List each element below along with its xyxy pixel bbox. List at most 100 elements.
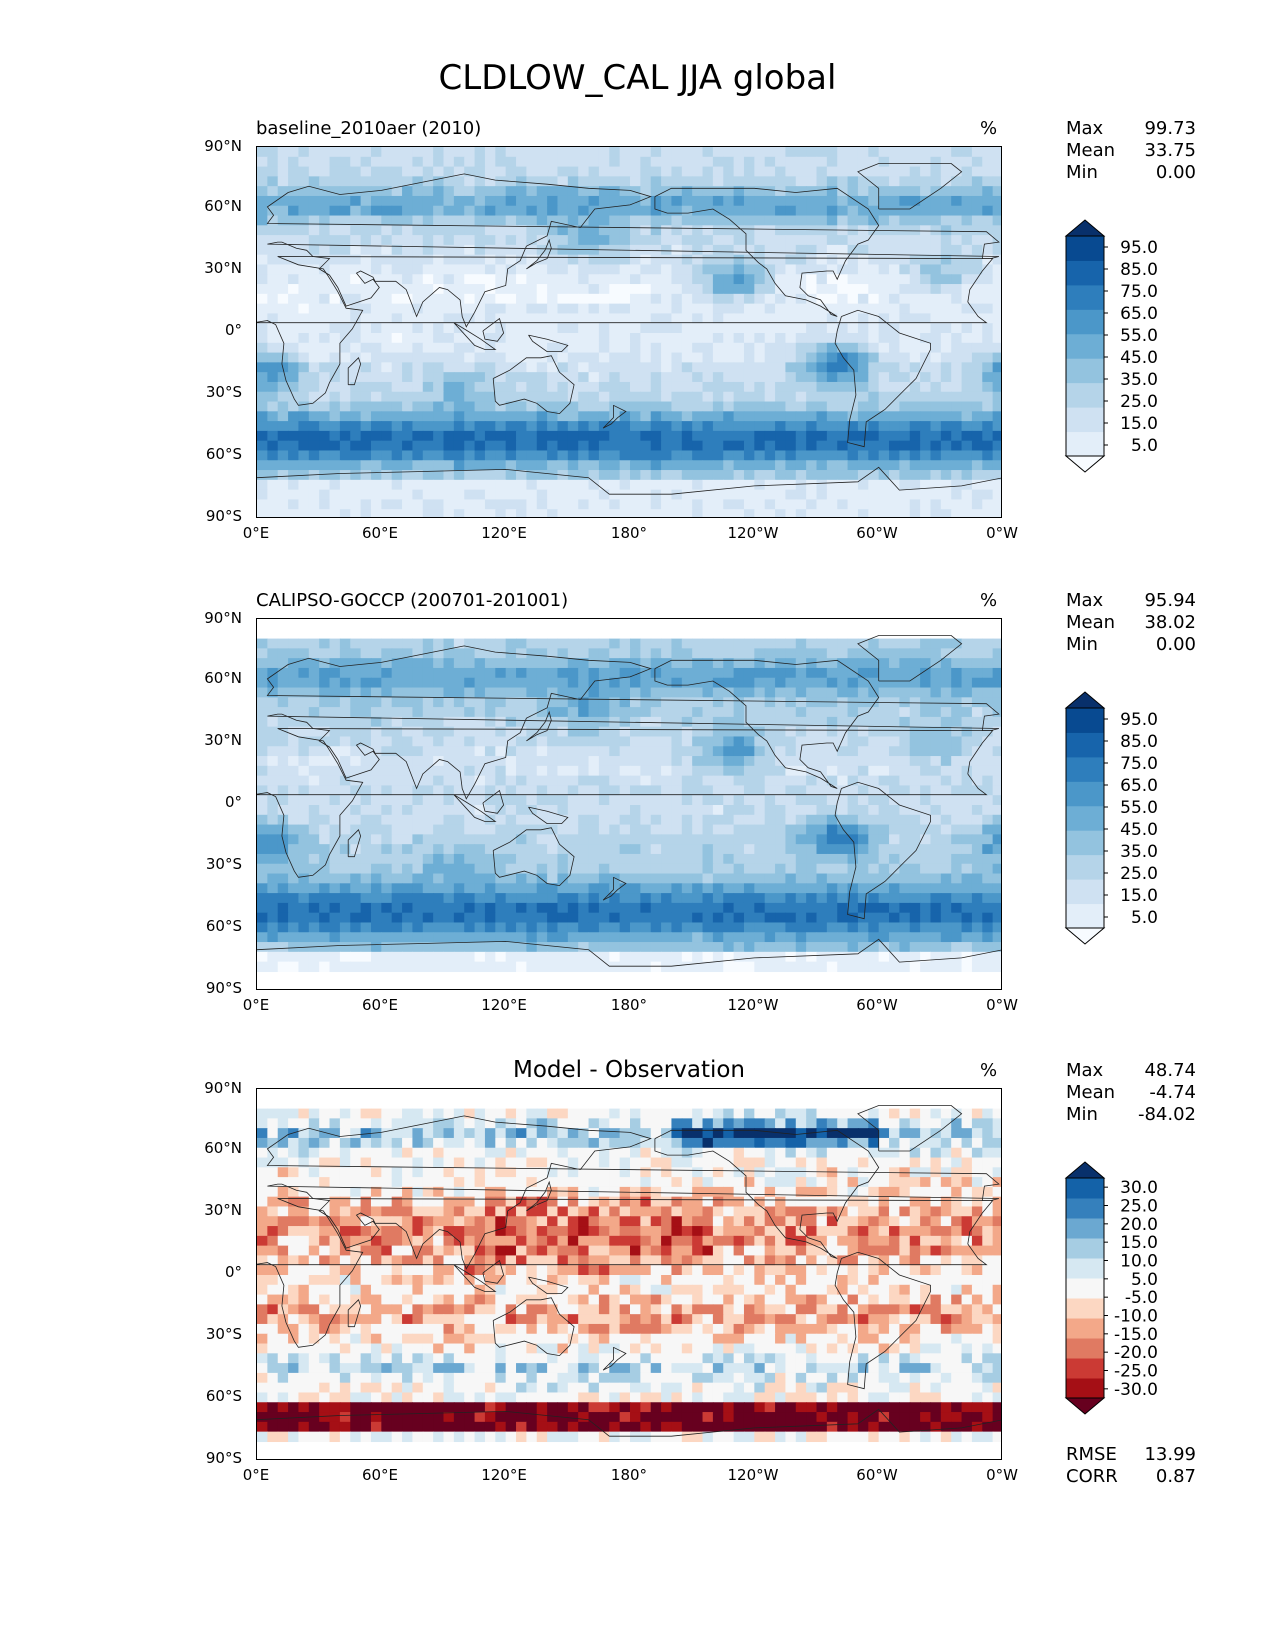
field-cell	[930, 156, 942, 168]
field-cell	[516, 844, 527, 855]
field-cell	[412, 824, 424, 835]
field-cell	[484, 284, 496, 295]
field-cell	[826, 323, 838, 334]
field-cell	[940, 863, 952, 875]
field-cell	[391, 756, 403, 767]
field-cell	[743, 746, 755, 757]
field-cell	[381, 352, 393, 363]
field-cell	[650, 176, 662, 187]
field-cell	[671, 254, 683, 266]
field-cell	[692, 775, 704, 787]
field-cell	[350, 795, 362, 806]
field-cell	[692, 274, 704, 285]
field-cell	[816, 922, 828, 933]
field-cell	[826, 489, 838, 501]
field-cell	[453, 814, 465, 826]
field-cell	[422, 352, 434, 363]
field-cell	[795, 726, 807, 738]
field-cell	[370, 863, 382, 875]
field-cell	[712, 912, 724, 924]
field-cell	[878, 479, 890, 491]
field-cell	[971, 677, 983, 689]
field-cell	[951, 342, 963, 354]
field-cell	[785, 440, 797, 452]
field-cell	[940, 372, 952, 383]
field-cell	[588, 254, 600, 266]
field-cell	[308, 215, 320, 226]
field-cell	[909, 746, 921, 757]
field-cell	[257, 372, 268, 383]
field-cell	[329, 677, 341, 689]
field-cell	[339, 922, 351, 933]
coastline	[347, 357, 362, 386]
field-cell	[889, 726, 900, 738]
field-cell	[868, 460, 880, 471]
field-cell	[816, 844, 828, 855]
field-cell	[298, 499, 310, 510]
field-cell	[329, 814, 341, 826]
field-cell	[878, 853, 890, 865]
field-cell	[920, 333, 932, 344]
field-cell	[257, 785, 268, 796]
field-cell	[951, 509, 963, 517]
field-cell	[868, 893, 880, 904]
field-cell	[298, 342, 310, 354]
field-cell	[557, 372, 569, 383]
field-cell	[370, 834, 382, 845]
field-cell	[961, 323, 973, 334]
field-cell	[961, 470, 973, 481]
field-cell	[816, 824, 828, 835]
field-cell	[650, 274, 662, 285]
field-cell	[578, 834, 590, 845]
field-cell	[412, 205, 424, 217]
field-cell	[681, 186, 693, 197]
field-cell	[547, 765, 559, 777]
x-tick-label: 120°E	[481, 524, 527, 542]
field-cell	[961, 460, 973, 471]
field-cell	[536, 785, 548, 796]
field-cell	[567, 333, 579, 344]
field-cell	[681, 479, 693, 491]
field-cell	[785, 785, 797, 796]
field-cell	[992, 922, 1001, 933]
field-cell	[339, 658, 351, 669]
field-cell	[370, 352, 382, 363]
field-cell	[453, 509, 465, 517]
field-cell	[350, 176, 362, 187]
field-cell	[433, 499, 445, 510]
field-cell	[692, 470, 704, 481]
field-cell	[381, 264, 393, 275]
field-cell	[857, 648, 869, 659]
field-cell	[723, 176, 735, 187]
field-cell	[505, 342, 517, 354]
field-cell	[505, 687, 517, 698]
field-cell	[308, 244, 320, 256]
field-cell	[982, 166, 994, 177]
field-cell	[360, 264, 372, 275]
field-cell	[702, 853, 714, 865]
field-cell	[795, 479, 807, 491]
field-cell	[982, 509, 994, 517]
field-cell	[609, 756, 621, 767]
field-cell	[433, 235, 445, 246]
field-cell	[857, 765, 869, 777]
field-cell	[795, 264, 807, 275]
field-cell	[743, 863, 755, 875]
field-cell	[567, 411, 579, 422]
field-cell	[630, 902, 641, 914]
field-cell	[422, 460, 434, 471]
field-cell	[795, 460, 807, 471]
field-cell	[381, 362, 393, 373]
field-cell	[909, 176, 921, 187]
field-cell	[847, 264, 859, 275]
field-cell	[567, 844, 579, 855]
colorbar-label: 5.0	[1131, 436, 1158, 456]
field-cell	[609, 863, 621, 875]
field-cell	[329, 638, 341, 649]
field-cell	[319, 775, 331, 787]
field-cell	[370, 785, 382, 796]
field-cell	[878, 313, 890, 324]
field-cell	[743, 195, 755, 207]
field-cell	[370, 687, 382, 698]
field-cell	[484, 195, 496, 207]
